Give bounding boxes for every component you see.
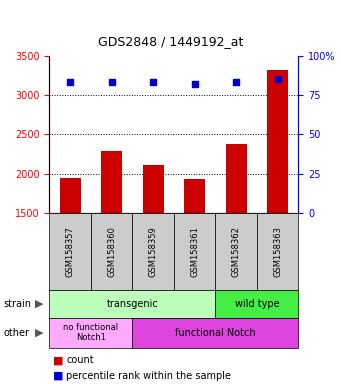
Text: count: count: [66, 355, 94, 365]
Text: GSM158362: GSM158362: [232, 226, 241, 277]
Text: ▶: ▶: [35, 299, 43, 309]
Text: ■: ■: [53, 355, 63, 365]
Point: [275, 76, 280, 83]
Point: [150, 79, 156, 86]
Bar: [267, 70, 288, 213]
Text: GSM158361: GSM158361: [190, 226, 199, 277]
Point: [192, 81, 197, 87]
Text: no functional
Notch1: no functional Notch1: [63, 323, 118, 342]
Text: strain: strain: [3, 299, 31, 309]
Text: GSM158363: GSM158363: [273, 226, 282, 277]
Text: GSM158357: GSM158357: [66, 226, 75, 277]
Text: transgenic: transgenic: [106, 299, 158, 309]
Bar: [143, 166, 164, 213]
Bar: [60, 179, 80, 213]
Text: GSM158359: GSM158359: [149, 226, 158, 277]
Point: [68, 79, 73, 86]
Text: GDS2848 / 1449192_at: GDS2848 / 1449192_at: [98, 35, 243, 48]
Text: other: other: [3, 328, 29, 338]
Point: [109, 79, 114, 86]
Text: ▶: ▶: [35, 328, 43, 338]
Bar: [101, 151, 122, 213]
Text: ■: ■: [53, 371, 63, 381]
Bar: [184, 179, 205, 213]
Text: functional Notch: functional Notch: [175, 328, 256, 338]
Text: percentile rank within the sample: percentile rank within the sample: [66, 371, 232, 381]
Bar: [226, 144, 247, 213]
Text: GSM158360: GSM158360: [107, 226, 116, 277]
Point: [233, 79, 239, 86]
Text: wild type: wild type: [235, 299, 279, 309]
